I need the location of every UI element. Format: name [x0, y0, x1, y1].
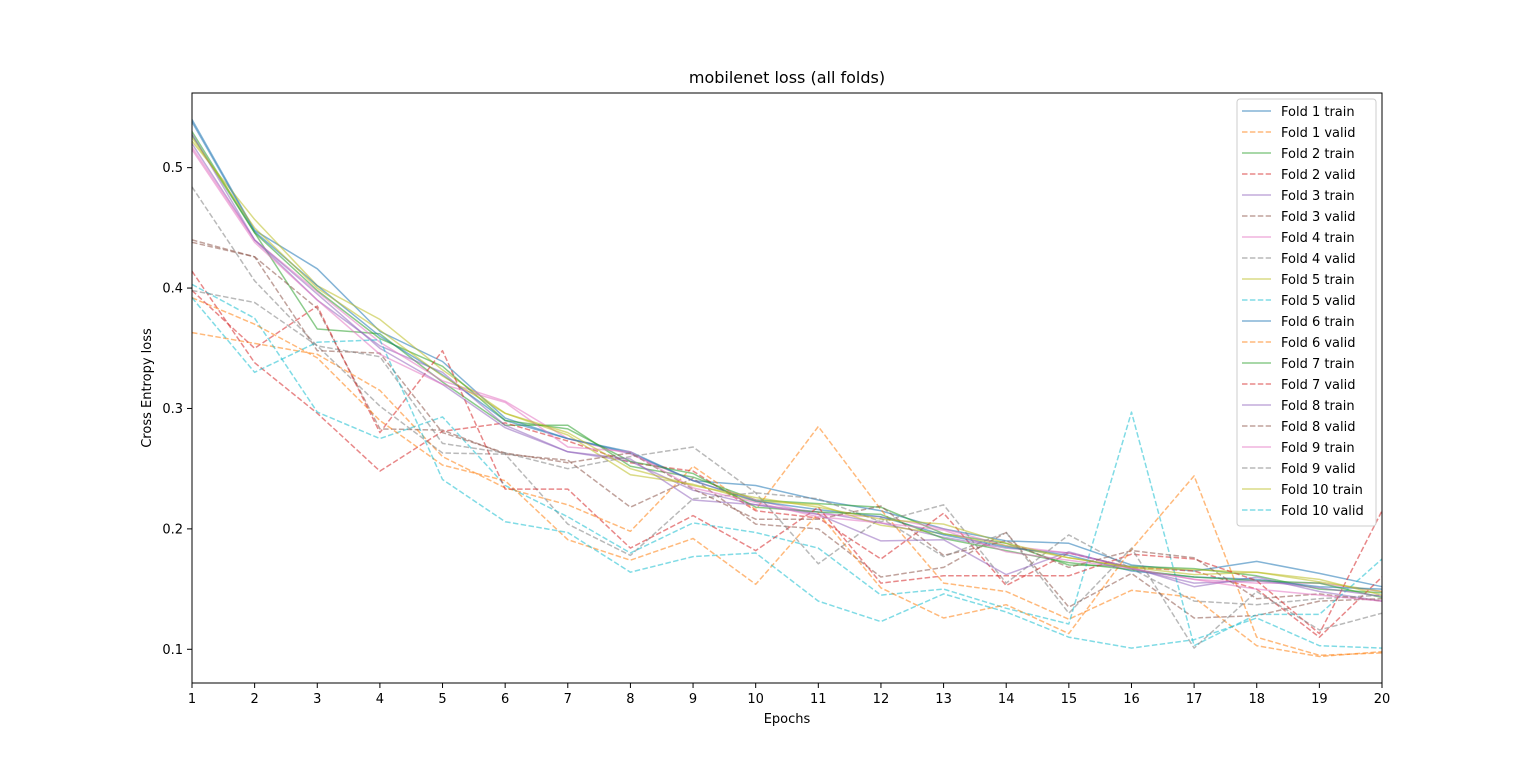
x-tick-label: 10 — [747, 692, 764, 707]
x-tick-label: 6 — [501, 692, 509, 707]
legend-label: Fold 7 train — [1281, 357, 1355, 372]
legend-label: Fold 6 train — [1281, 315, 1355, 330]
x-axis: 1 2 3 4 5 6 7 8 9 10 11 12 13 14 15 16 17 18 19 20 — [188, 683, 1390, 707]
x-tick-label: 19 — [1311, 692, 1328, 707]
x-tick-label: 2 — [250, 692, 258, 707]
x-tick-label: 20 — [1374, 692, 1391, 707]
series-line-4 — [191, 270, 1383, 638]
x-tick-label: 11 — [810, 692, 827, 707]
series-line-8 — [191, 186, 1383, 606]
y-tick-label: 0.5 — [162, 161, 183, 176]
x-tick-label: 18 — [1248, 692, 1265, 707]
series-line-16 — [191, 239, 1383, 602]
x-tick-label: 9 — [689, 692, 697, 707]
legend-label: Fold 2 valid — [1281, 168, 1356, 183]
x-tick-label: 8 — [626, 692, 634, 707]
series-line-18 — [191, 289, 1383, 649]
series-line-2 — [191, 331, 1383, 658]
y-tick-label: 0.4 — [162, 282, 183, 297]
legend-label: Fold 8 valid — [1281, 420, 1356, 435]
legend-label: Fold 4 valid — [1281, 252, 1356, 267]
y-tick-label: 0.1 — [162, 643, 183, 658]
legend-label: Fold 9 train — [1281, 441, 1355, 456]
legend-label: Fold 8 train — [1281, 399, 1355, 414]
y-tick-label: 0.2 — [162, 522, 183, 537]
series-line-20 — [191, 297, 1383, 649]
y-tick-label: 0.3 — [162, 402, 183, 417]
chart-title: mobilenet loss (all folds) — [689, 68, 885, 87]
legend-label: Fold 1 train — [1281, 105, 1355, 120]
legend-label: Fold 10 valid — [1281, 504, 1364, 519]
legend-label: Fold 5 valid — [1281, 294, 1356, 309]
legend-label: Fold 2 train — [1281, 147, 1355, 162]
legend-label: Fold 9 valid — [1281, 462, 1356, 477]
legend-label: Fold 7 valid — [1281, 378, 1356, 393]
x-tick-label: 7 — [564, 692, 572, 707]
x-tick-label: 13 — [935, 692, 952, 707]
x-tick-label: 3 — [313, 692, 321, 707]
legend-label: Fold 10 train — [1281, 483, 1363, 498]
series-line-19 — [191, 137, 1383, 596]
legend-label: Fold 4 train — [1281, 231, 1355, 246]
legend-label: Fold 6 valid — [1281, 336, 1356, 351]
x-axis-title: Epochs — [764, 712, 811, 727]
x-tick-label: 4 — [376, 692, 384, 707]
legend: Fold 1 train Fold 1 valid Fold 2 train Fold… — [1236, 98, 1377, 527]
x-tick-label: 16 — [1123, 692, 1140, 707]
x-tick-label: 17 — [1186, 692, 1203, 707]
x-tick-label: 15 — [1061, 692, 1078, 707]
legend-label: Fold 5 train — [1281, 273, 1355, 288]
y-axis: 0.1 0.2 0.3 0.4 0.5 — [162, 161, 192, 658]
x-tick-label: 5 — [438, 692, 446, 707]
series-line-6 — [191, 241, 1383, 619]
series-line-10 — [191, 283, 1383, 647]
series-line-5 — [191, 143, 1383, 602]
x-tick-label: 12 — [873, 692, 890, 707]
legend-label: Fold 3 train — [1281, 189, 1355, 204]
series-line-12 — [191, 297, 1383, 657]
legend-label: Fold 1 valid — [1281, 126, 1356, 141]
legend-box — [1236, 98, 1377, 527]
x-tick-label: 1 — [188, 692, 196, 707]
series-line-17 — [191, 149, 1383, 602]
x-tick-label: 14 — [998, 692, 1015, 707]
plot-frame — [191, 92, 1383, 684]
legend-label: Fold 3 valid — [1281, 210, 1356, 225]
plot-lines — [191, 119, 1383, 658]
y-axis-title: Cross Entropy loss — [140, 328, 155, 448]
